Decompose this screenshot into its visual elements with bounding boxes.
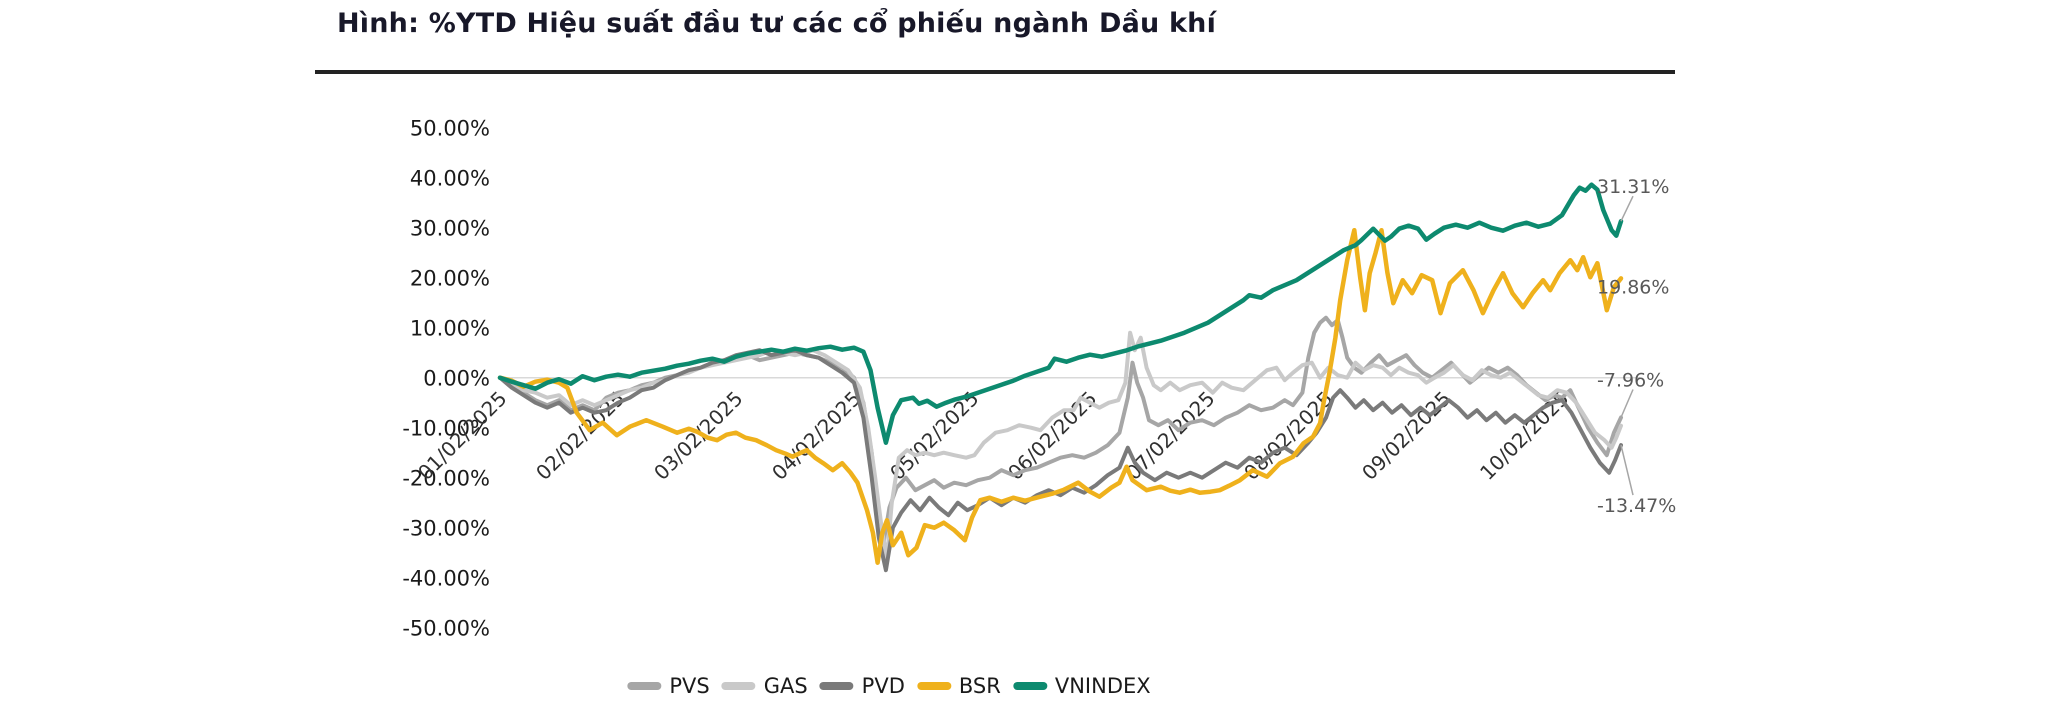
end-label-pvd: -13.47% bbox=[1597, 495, 1676, 517]
x-axis-label: 09/02/2025 bbox=[1357, 386, 1455, 484]
y-axis-label: -40.00% bbox=[402, 567, 490, 591]
y-axis-label: 0.00% bbox=[423, 367, 490, 391]
y-axis-label: 50.00% bbox=[410, 117, 490, 141]
y-axis-label: -20.00% bbox=[402, 467, 490, 491]
legend-label-pvd: PVD bbox=[861, 674, 905, 698]
series-line-vnindex bbox=[497, 182, 1624, 445]
series-line-bsr bbox=[497, 227, 1624, 565]
legend-item-gas: GAS bbox=[721, 674, 808, 698]
legend-label-vnindex: VNINDEX bbox=[1054, 674, 1151, 698]
end-label-bsr: 19.86% bbox=[1597, 276, 1669, 298]
legend-item-bsr: BSR bbox=[916, 674, 1001, 698]
legend-swatch-vnindex bbox=[1012, 682, 1047, 690]
y-axis-label: 10.00% bbox=[410, 317, 490, 341]
end-label-leader-pvs bbox=[1620, 389, 1634, 418]
y-axis-label: 40.00% bbox=[410, 167, 490, 191]
legend-item-pvs: PVS bbox=[627, 674, 710, 698]
title-underline bbox=[315, 70, 1675, 74]
series-line-pvd bbox=[498, 348, 1623, 573]
y-axis-label: -10.00% bbox=[402, 417, 490, 441]
x-axis-label: 07/02/2025 bbox=[1121, 386, 1219, 484]
legend-swatch-gas bbox=[721, 682, 756, 690]
y-axis-label: 30.00% bbox=[410, 217, 490, 241]
legend-item-vnindex: VNINDEX bbox=[1012, 674, 1151, 698]
end-label-vnindex: 31.31% bbox=[1597, 176, 1669, 198]
legend-label-gas: GAS bbox=[763, 674, 808, 698]
y-axis-label: -30.00% bbox=[402, 517, 490, 541]
end-label-pvs: -7.96% bbox=[1597, 370, 1664, 392]
chart-legend: PVS GAS PVD BSR VNINDEX bbox=[627, 674, 1151, 698]
legend-label-bsr: BSR bbox=[958, 674, 1001, 698]
legend-swatch-bsr bbox=[916, 682, 951, 690]
legend-swatch-pvs bbox=[627, 682, 662, 690]
legend-swatch-pvd bbox=[819, 682, 854, 690]
y-axis-label: 20.00% bbox=[410, 267, 490, 291]
legend-label-pvs: PVS bbox=[669, 674, 710, 698]
legend-item-pvd: PVD bbox=[819, 674, 905, 698]
y-axis-label: -50.00% bbox=[402, 617, 490, 641]
end-label-leader-vnindex bbox=[1620, 195, 1634, 222]
end-label-leader-pvd bbox=[1620, 444, 1634, 496]
chart-title: Hình: %YTD Hiệu suất đầu tư các cổ phiếu… bbox=[337, 8, 1217, 39]
